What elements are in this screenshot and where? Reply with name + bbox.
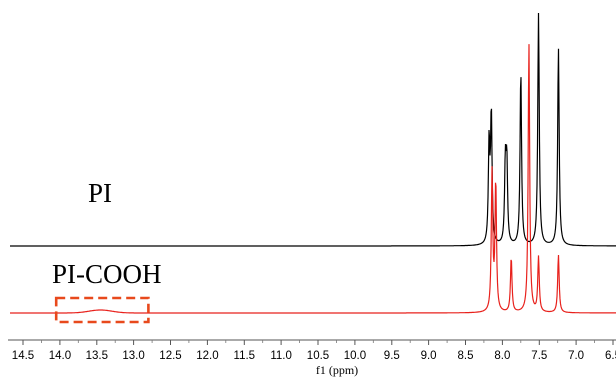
x-tick-label: 11.0 [270,350,292,362]
x-tick-label: 7.5 [531,350,547,362]
x-tick-label: 8.0 [494,350,510,362]
x-tick-label: 11.5 [234,350,256,362]
spectra-layer [10,12,616,314]
x-tick-label: 10.5 [307,350,329,362]
x-tick-label: 9.0 [421,350,437,362]
series-label-pi: PI [88,178,112,208]
x-tick-label: 9.5 [384,350,400,362]
series-label-pi-cooh: PI-COOH [52,259,162,289]
spectrum-trace-pi [10,12,616,247]
cooh-highlight-box [54,296,150,324]
x-axis-title: f1 (ppm) [316,363,358,377]
x-tick-label: 7.0 [568,350,584,362]
x-tick-label: 13.5 [86,350,108,362]
x-tick-label: 14.0 [49,350,71,362]
x-tick-label: 12.5 [159,350,181,362]
x-tick-label: 8.5 [458,350,474,362]
x-tick-label: 6.5 [605,350,616,362]
spectrum-trace-pi-cooh [10,44,616,314]
x-tick-label: 13.0 [122,350,144,362]
x-tick-label: 12.0 [196,350,218,362]
x-tick-label: 10.0 [344,350,366,362]
x-tick-label: 14.5 [12,350,34,362]
x-axis-ticks: 14.5 14.0 13.5 13.0 12.5 12.0 11.5 11.0 10.5 10.0… [12,340,616,362]
